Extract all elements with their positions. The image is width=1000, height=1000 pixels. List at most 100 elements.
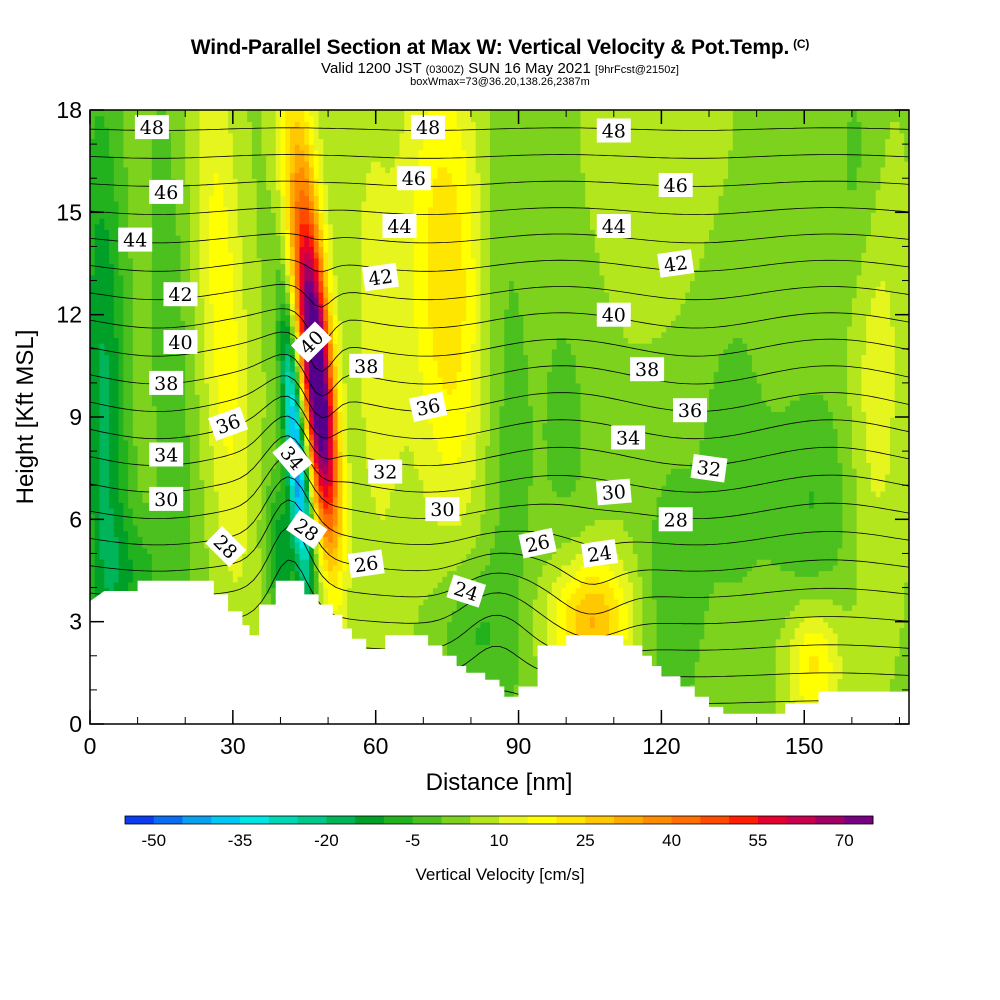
field-cell	[494, 587, 501, 594]
field-cell	[804, 604, 810, 611]
field-cell	[237, 587, 243, 594]
field-cell	[799, 604, 805, 611]
field-cell	[823, 570, 829, 577]
field-cell	[623, 610, 629, 617]
field-cell	[437, 633, 443, 640]
field-cell	[256, 587, 263, 594]
field-cell	[828, 661, 834, 668]
field-cell	[670, 598, 677, 606]
field-cell	[809, 615, 815, 623]
field-cell	[499, 564, 505, 572]
field-cell	[513, 627, 520, 634]
field-cell	[794, 610, 801, 617]
field-cell	[666, 604, 672, 611]
field-cell	[518, 661, 524, 668]
field-cell	[570, 564, 577, 572]
field-cell	[613, 610, 620, 617]
field-cell	[275, 576, 282, 583]
field-cell	[113, 564, 120, 572]
field-cell	[889, 587, 896, 594]
field-cell	[375, 633, 382, 640]
field-cell	[628, 621, 634, 628]
field-cell	[428, 570, 434, 577]
field-cell	[242, 587, 248, 594]
field-cell	[828, 621, 834, 628]
field-cell	[761, 598, 767, 606]
field-cell	[889, 633, 896, 640]
field-cell	[837, 650, 843, 657]
field-cell	[751, 650, 758, 657]
field-cell	[461, 604, 467, 611]
field-cell	[828, 638, 834, 646]
field-cell	[485, 593, 491, 600]
field-cell	[609, 564, 615, 572]
field-cell	[537, 598, 543, 606]
field-cell	[470, 559, 477, 566]
field-cell	[870, 564, 877, 572]
field-cell	[899, 615, 905, 623]
field-cell	[675, 610, 682, 617]
field-cell	[318, 587, 324, 594]
field-cell	[866, 684, 872, 691]
field-cell	[528, 564, 534, 572]
field-cell	[904, 661, 909, 668]
field-cell	[218, 581, 224, 589]
field-cell	[342, 570, 348, 577]
field-cell	[551, 638, 558, 646]
field-cell	[861, 587, 867, 594]
field-cell	[870, 576, 877, 583]
field-cell	[237, 604, 243, 611]
field-cell	[309, 581, 315, 589]
field-cell	[675, 587, 682, 594]
field-cell	[880, 661, 886, 668]
valid-prefix: Valid 1200 JST	[321, 60, 422, 77]
field-cell	[742, 678, 748, 685]
field-cell	[689, 593, 696, 600]
field-cell	[761, 633, 767, 640]
field-cell	[447, 644, 453, 651]
field-cell	[228, 593, 234, 600]
field-cell	[123, 570, 129, 577]
field-cell	[366, 581, 372, 589]
field-cell	[718, 684, 724, 691]
field-cell	[666, 672, 672, 680]
field-cell	[389, 587, 396, 594]
field-cell	[832, 627, 839, 634]
field-cell	[523, 672, 529, 680]
field-cell	[823, 672, 829, 680]
field-cell	[332, 593, 339, 600]
field-cell	[251, 604, 258, 611]
field-cell	[756, 627, 762, 634]
field-cell	[475, 661, 482, 668]
field-cell	[489, 650, 496, 657]
field-cell	[828, 604, 834, 611]
field-cell	[704, 604, 710, 611]
field-cell	[894, 667, 901, 674]
field-cell	[718, 604, 724, 611]
field-cell	[509, 667, 515, 674]
field-cell	[361, 598, 367, 606]
field-cell	[542, 570, 548, 577]
field-cell	[899, 587, 905, 594]
field-cell	[456, 661, 463, 668]
field-cell	[566, 587, 572, 594]
field-cell	[804, 678, 810, 685]
field-cell	[818, 650, 824, 657]
field-cell	[847, 661, 853, 668]
field-cell	[685, 678, 691, 685]
field-cell	[904, 633, 909, 640]
field-cell	[628, 633, 634, 640]
field-cell	[580, 604, 586, 611]
field-cell	[637, 581, 643, 589]
field-cell	[832, 610, 839, 617]
field-cell	[489, 564, 496, 572]
field-cell	[485, 564, 491, 572]
field-cell	[770, 627, 777, 634]
field-cell	[885, 604, 891, 611]
field-cell	[780, 627, 786, 634]
field-cell	[532, 644, 539, 651]
field-cell	[632, 581, 639, 589]
field-cell	[766, 621, 772, 628]
field-cell	[251, 564, 258, 572]
field-cell	[842, 678, 848, 685]
